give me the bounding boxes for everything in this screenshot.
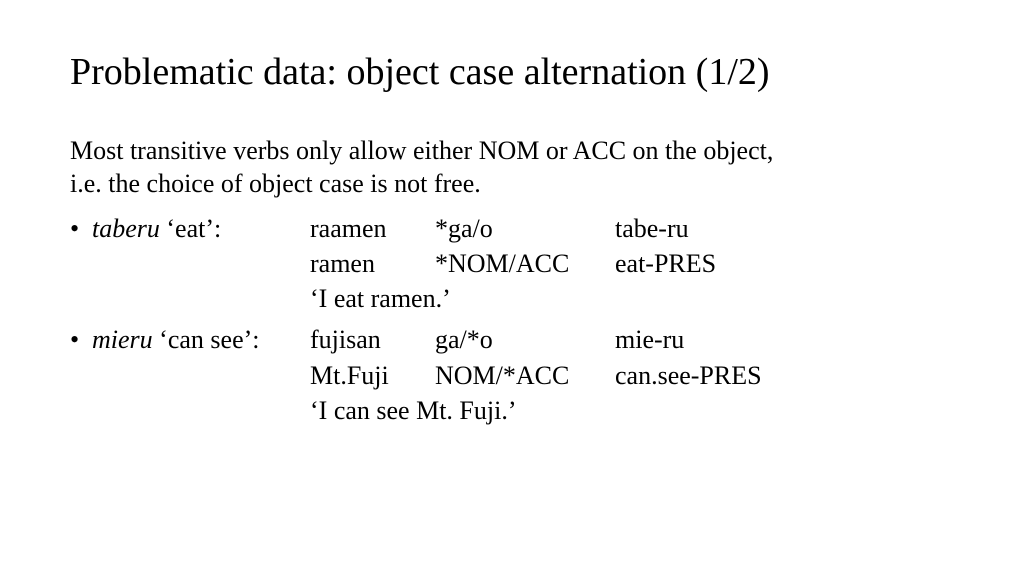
example-1-r1c2: *ga/o [435, 211, 615, 246]
example-1-r1c1: raamen [310, 211, 435, 246]
example-1-r2c1: ramen [310, 246, 435, 281]
example-1-r2c3: eat-PRES [615, 246, 954, 281]
example-1-r2c2: *NOM/ACC [435, 246, 615, 281]
example-2-verb-gloss: ‘can see’: [153, 325, 260, 354]
example-1-verb-form: taberu [92, 214, 160, 243]
example-2-r2c2: NOM/*ACC [435, 358, 615, 393]
bullet-icon: • [70, 211, 92, 316]
example-2-verb: mieru ‘can see’: [92, 322, 310, 427]
example-2-r1c1: fujisan [310, 322, 435, 357]
intro-line-1: Most transitive verbs only allow either … [70, 136, 773, 165]
example-1: • taberu ‘eat’: raamen *ga/o tabe-ru ram… [70, 211, 954, 316]
example-1-gloss: raamen *ga/o tabe-ru ramen *NOM/ACC eat-… [310, 211, 954, 316]
example-2: • mieru ‘can see’: fujisan ga/*o mie-ru … [70, 322, 954, 427]
slide-title: Problematic data: object case alternatio… [70, 50, 954, 96]
example-2-r2c1: Mt.Fuji [310, 358, 435, 393]
example-2-trans-text: ‘I can see Mt. Fuji.’ [310, 393, 517, 428]
example-1-translation: ‘I eat ramen.’ [310, 281, 954, 316]
example-2-r1c2: ga/*o [435, 322, 615, 357]
intro-text: Most transitive verbs only allow either … [70, 134, 954, 202]
example-2-gloss: fujisan ga/*o mie-ru Mt.Fuji NOM/*ACC ca… [310, 322, 954, 427]
example-2-row-1: fujisan ga/*o mie-ru [310, 322, 954, 357]
example-1-row-1: raamen *ga/o tabe-ru [310, 211, 954, 246]
example-1-row-2: ramen *NOM/ACC eat-PRES [310, 246, 954, 281]
example-2-verb-form: mieru [92, 325, 153, 354]
example-2-row-2: Mt.Fuji NOM/*ACC can.see-PRES [310, 358, 954, 393]
example-1-verb-gloss: ‘eat’: [160, 214, 221, 243]
example-1-r1c3: tabe-ru [615, 211, 954, 246]
example-2-r2c3: can.see-PRES [615, 358, 954, 393]
example-1-trans-text: ‘I eat ramen.’ [310, 281, 451, 316]
slide: Problematic data: object case alternatio… [0, 0, 1024, 576]
intro-line-2: i.e. the choice of object case is not fr… [70, 169, 481, 198]
example-2-translation: ‘I can see Mt. Fuji.’ [310, 393, 954, 428]
example-1-verb: taberu ‘eat’: [92, 211, 310, 316]
example-2-r1c3: mie-ru [615, 322, 954, 357]
bullet-icon: • [70, 322, 92, 427]
